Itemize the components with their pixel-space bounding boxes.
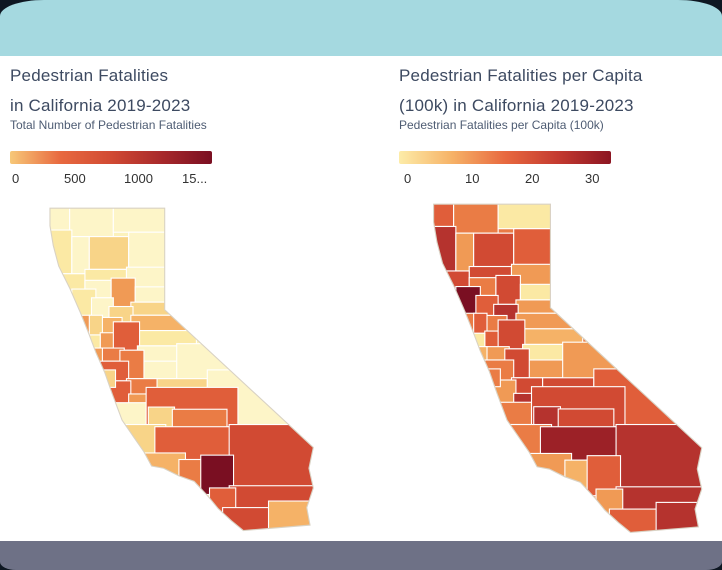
county-sierra[interactable]: Sierra [519, 283, 555, 301]
county-santa-clara[interactable]: Santa Clara [101, 380, 132, 406]
legend-title-total: Total Number of Pedestrian Fatalities [10, 118, 207, 132]
county-imperial[interactable]: Imperial [267, 500, 317, 536]
county-san-bernardino[interactable]: San Bernardino [228, 423, 316, 491]
county-humboldt[interactable]: Humboldt [427, 225, 457, 272]
california-choropleth-svg: Del NorteSiskiyouModoc HumboldtTrinitySha… [427, 202, 705, 538]
state-border [433, 203, 703, 534]
county-napa[interactable]: Napa [473, 312, 488, 334]
county-napa[interactable]: Napa [88, 314, 103, 336]
map-california-total-fatalities: Del NorteSiskiyouModoc HumboldtTrinitySha… [40, 206, 320, 536]
chart-title-line-2: in California 2019-2023 [10, 96, 191, 115]
county-trinity[interactable]: Trinity [71, 236, 90, 275]
legend-tick: 10 [465, 171, 480, 186]
legend-tick: 0 [404, 171, 412, 186]
county-humboldt[interactable]: Humboldt [43, 229, 73, 275]
legend-ticks-per-capita: 0 10 20 30 [399, 171, 717, 189]
footer-band [0, 541, 722, 570]
legend-tick: 30 [585, 171, 600, 186]
chart-title-per-capita: Pedestrian Fatalities per Capita (100k) … [399, 61, 643, 121]
chart-title-line-1: Pedestrian Fatalities per Capita [399, 66, 643, 85]
panel-per-capita: Pedestrian Fatalities per Capita (100k) … [399, 56, 717, 541]
county-sacramento[interactable]: Sacramento [112, 321, 141, 351]
county-modoc[interactable]: Modoc [497, 202, 553, 230]
county-sierra[interactable]: Sierra [134, 286, 169, 303]
county-san-bernardino[interactable]: San Bernardino [615, 423, 705, 492]
legend-gradient-bar-per-capita [399, 151, 611, 164]
map-california-per-capita: Del NorteSiskiyouModoc HumboldtTrinitySha… [420, 202, 712, 538]
county-imperial[interactable]: Imperial [655, 501, 705, 538]
county-modoc[interactable]: Modoc [112, 206, 167, 233]
county-trinity[interactable]: Trinity [455, 232, 475, 272]
county-san-mateo[interactable]: San Mateo [84, 347, 103, 380]
content-area: Pedestrian Fatalities in California 2019… [0, 56, 722, 541]
county-sacramento[interactable]: Sacramento [497, 319, 526, 350]
state-border [49, 207, 314, 532]
legend-tick: 15... [182, 171, 208, 186]
california-choropleth-svg: Del NorteSiskiyouModoc HumboldtTrinitySha… [43, 206, 317, 536]
chart-title-total: Pedestrian Fatalities in California 2019… [10, 61, 190, 121]
county-san-diego[interactable]: San Diego [608, 508, 659, 538]
chart-title-line-1: Pedestrian Fatalities [10, 66, 169, 85]
county-san-mateo[interactable]: San Mateo [468, 346, 488, 379]
legend-tick: 500 [64, 171, 86, 186]
county-san-benito[interactable]: San Benito [114, 402, 149, 426]
legend-tick: 0 [12, 171, 20, 186]
chart-title-line-2: (100k) in California 2019-2023 [399, 96, 634, 115]
legend-tick: 20 [525, 171, 540, 186]
panel-total-fatalities: Pedestrian Fatalities in California 2019… [10, 56, 362, 541]
county-san-benito[interactable]: San Benito [499, 401, 535, 426]
county-siskiyou[interactable]: Siskiyou [69, 206, 114, 238]
legend-gradient-bar-total [10, 151, 212, 164]
legend-ticks-total: 0 500 1000 15... [10, 171, 362, 189]
legend-tick: 1000 [124, 171, 153, 186]
county-santa-clara[interactable]: Santa Clara [486, 379, 517, 406]
county-siskiyou[interactable]: Siskiyou [453, 202, 499, 234]
legend-title-per-capita: Pedestrian Fatalities per Capita (100k) [399, 118, 604, 132]
header-band [0, 0, 722, 56]
county-del-norte[interactable]: Del Norte [43, 206, 71, 231]
county-del-norte[interactable]: Del Norte [427, 202, 455, 228]
county-shasta[interactable]: Shasta [88, 236, 130, 270]
county-shasta[interactable]: Shasta [473, 232, 515, 268]
county-san-diego[interactable]: San Diego [222, 507, 272, 536]
